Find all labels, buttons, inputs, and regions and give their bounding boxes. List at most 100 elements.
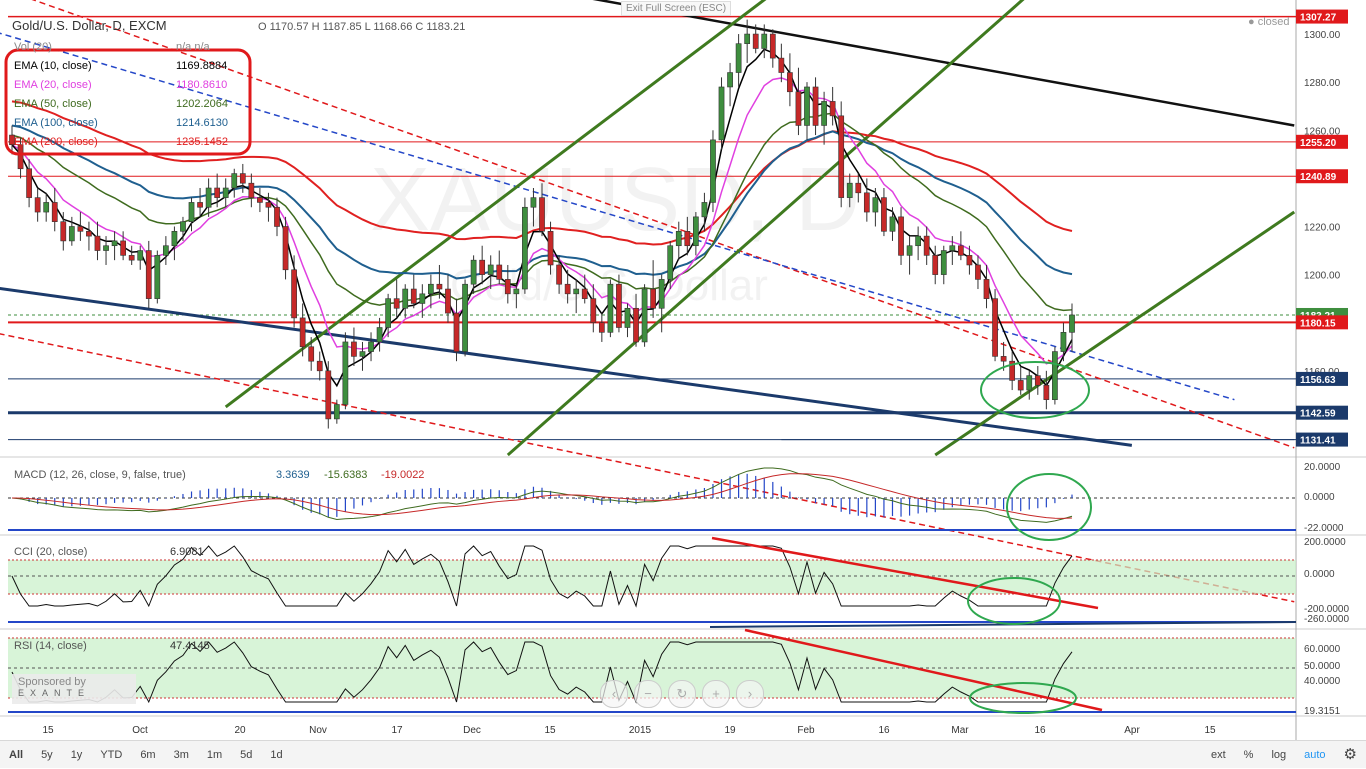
macd-legend-v2: -15.6383 <box>324 469 367 481</box>
candle-body <box>496 264 503 280</box>
range-button-all[interactable]: All <box>9 748 24 761</box>
candle <box>231 168 238 198</box>
candle-body <box>556 264 562 285</box>
candle <box>479 245 486 285</box>
candle <box>410 274 417 309</box>
legend-value: 1169.8884 <box>176 60 227 72</box>
candle-body <box>641 288 648 343</box>
price-label-box <box>1296 169 1348 184</box>
price-label-text: 1131.41 <box>1300 436 1336 447</box>
rsi-legend-value: 47.4145 <box>170 640 210 652</box>
scroll-right-icon[interactable]: › <box>736 680 764 708</box>
rsi-tick-label: 19.3151 <box>1304 706 1341 717</box>
exit-fullscreen-button[interactable]: Exit Full Screen (ESC) <box>621 1 732 16</box>
zoom-out-icon[interactable]: − <box>634 680 662 708</box>
candle-body <box>299 317 306 348</box>
candle-body <box>633 307 639 343</box>
price-chart-svg[interactable]: XAUUSD, D Gold/U.S. Dollar 1300.00 1280.0… <box>0 0 1366 740</box>
range-button-1d[interactable]: 1d <box>270 748 283 761</box>
zoom-in-icon[interactable]: + <box>702 680 730 708</box>
candle-body <box>111 240 118 247</box>
time-tick-label: 15 <box>42 725 54 736</box>
candle <box>684 216 691 256</box>
candle-body <box>804 86 810 126</box>
rsi-tick-label: 60.0000 <box>1304 644 1341 655</box>
candle <box>881 188 887 237</box>
candle <box>889 207 896 241</box>
scale-option-ext[interactable]: ext <box>1210 748 1226 761</box>
price-bottom-highlight <box>980 361 1090 419</box>
candle <box>778 43 785 83</box>
rsi-highlight <box>969 682 1077 714</box>
candle-body <box>385 298 391 328</box>
candle <box>1069 303 1075 352</box>
candle <box>693 212 699 256</box>
candle <box>205 178 212 217</box>
scale-option-log[interactable]: log <box>1271 748 1287 761</box>
candle-body <box>581 288 588 299</box>
candle <box>51 188 58 232</box>
candle-body <box>607 283 614 333</box>
candle <box>787 53 793 107</box>
candle <box>863 178 870 222</box>
candle <box>188 197 195 232</box>
candle <box>462 279 468 357</box>
macd-tick-label: 0.0000 <box>1304 492 1335 503</box>
candle-body <box>838 115 845 198</box>
sponsor-line1: Sponsored by <box>18 676 86 688</box>
candle-body <box>34 197 41 213</box>
candle-body <box>9 134 15 146</box>
candle <box>180 216 186 241</box>
reset-icon[interactable]: ↻ <box>668 680 696 708</box>
legend-label: EMA (100, close) <box>14 117 98 129</box>
legend-label: Vol (20) <box>14 41 52 53</box>
range-button-6m[interactable]: 6m <box>140 748 156 761</box>
sponsor-line2: EXANTE <box>18 688 91 698</box>
range-button-5d[interactable]: 5d <box>240 748 253 761</box>
time-tick-label: 2015 <box>629 725 652 736</box>
scale-option-auto[interactable]: auto <box>1304 748 1326 761</box>
sponsor-badge[interactable]: Sponsored by EXANTE <box>12 674 136 704</box>
scale-option-percent[interactable]: % <box>1243 748 1254 761</box>
time-tick-label: 15 <box>1204 725 1216 736</box>
candle <box>906 236 913 275</box>
range-button-3m[interactable]: 3m <box>173 748 189 761</box>
blue-dashed-line <box>0 32 1235 401</box>
candle <box>1017 366 1024 395</box>
candle <box>769 29 776 68</box>
candle <box>316 351 323 381</box>
candle-body <box>265 202 272 208</box>
settings-gear-icon[interactable]: ⚙ <box>1343 745 1357 763</box>
candle-body <box>26 168 32 198</box>
candle <box>675 221 682 261</box>
candle-body <box>43 202 50 213</box>
price-label-box <box>1296 432 1348 447</box>
scroll-left-icon[interactable]: ‹ <box>600 680 628 708</box>
candle-body <box>436 283 443 290</box>
candle-body <box>829 101 836 117</box>
candle-body <box>68 226 75 242</box>
macd-line <box>11 467 1073 523</box>
scale-options: ext% log auto ⚙ <box>1202 741 1366 769</box>
candle <box>282 216 289 280</box>
cci-tick-label: -260.0000 <box>1304 614 1349 625</box>
price-label-box <box>1296 315 1348 330</box>
candle <box>17 137 24 179</box>
candle <box>274 197 280 237</box>
range-button-1y[interactable]: 1y <box>70 748 83 761</box>
candle-body <box>915 235 921 247</box>
candle <box>171 226 178 261</box>
candle <box>804 82 810 140</box>
range-button-ytd[interactable]: YTD <box>100 748 123 761</box>
candle-body <box>752 33 759 49</box>
range-button-1m[interactable]: 1m <box>206 748 223 761</box>
candle-body <box>1043 384 1050 400</box>
price-tick-label: 1260.00 <box>1304 126 1341 137</box>
candle-body <box>205 187 212 208</box>
time-tick-label: 17 <box>391 725 403 736</box>
long-term-resistance-line <box>592 0 1295 127</box>
legend-label: EMA (200, close) <box>14 136 98 148</box>
price-tick-label: 1200.00 <box>1304 271 1341 282</box>
range-button-5y[interactable]: 5y <box>41 748 53 761</box>
candle-body <box>282 226 289 271</box>
